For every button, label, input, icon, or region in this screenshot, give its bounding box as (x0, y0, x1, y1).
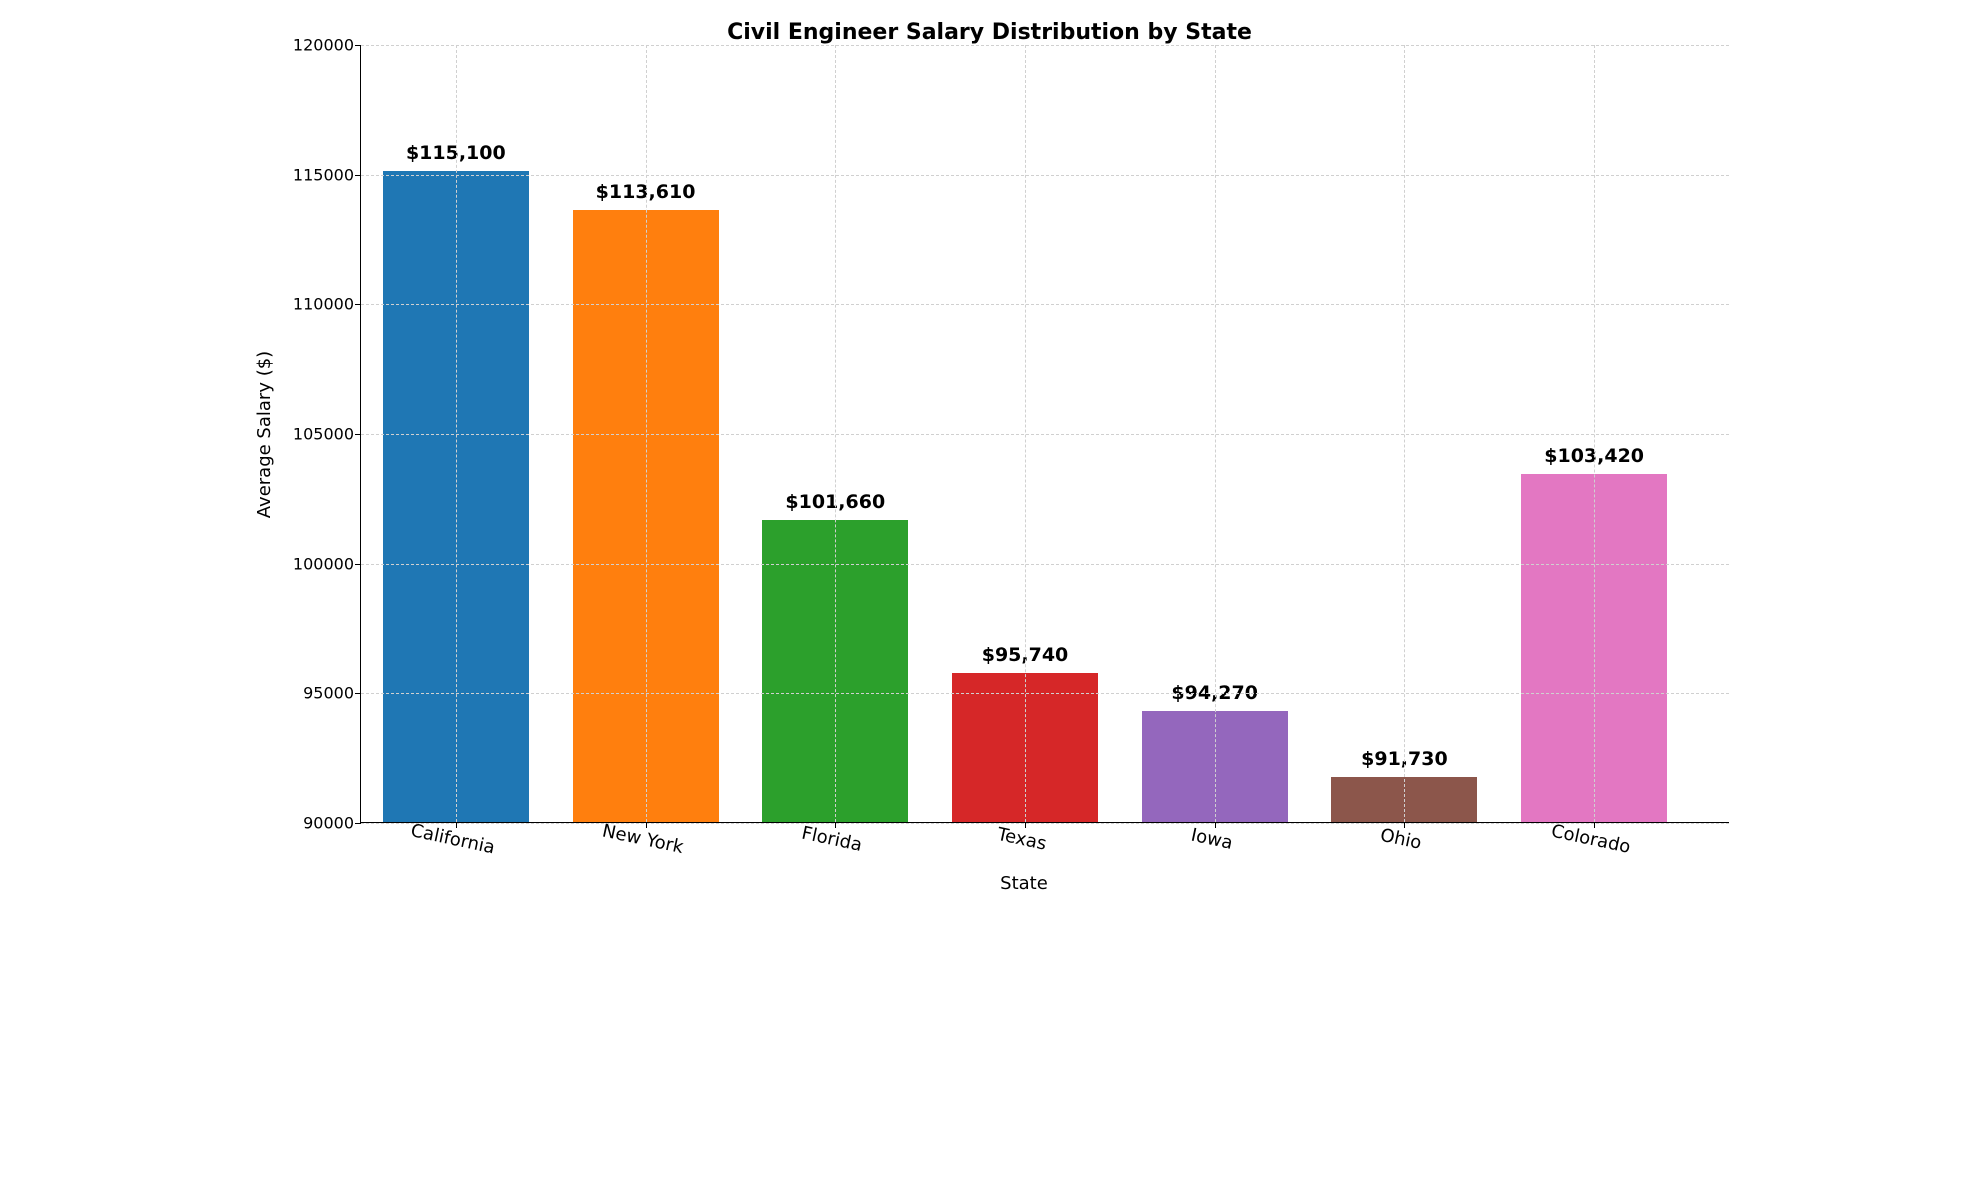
y-tick-label: 95000 (303, 684, 354, 703)
gridline-horizontal (361, 693, 1729, 694)
chart-title: Civil Engineer Salary Distribution by St… (250, 20, 1729, 45)
y-tick-mark (355, 564, 361, 565)
x-tick-label: Colorado (1549, 821, 1632, 858)
plot-row: Average Salary ($) 900009500010000010500… (250, 45, 1729, 823)
x-tick-label: Iowa (1189, 825, 1235, 854)
gridline-vertical (456, 45, 457, 822)
gridline-horizontal (361, 564, 1729, 565)
gridline-horizontal (361, 45, 1729, 46)
y-tick-label: 115000 (293, 165, 354, 184)
x-tick-label: Texas (995, 824, 1048, 855)
x-tick-label: Ohio (1379, 825, 1424, 854)
ylabel-column: Average Salary ($) (250, 45, 280, 823)
y-tick-mark (355, 434, 361, 435)
y-tick-mark (355, 175, 361, 176)
x-tick-label: Florida (800, 823, 864, 856)
y-tick-label: 100000 (293, 554, 354, 573)
y-tick-mark (355, 45, 361, 46)
y-tick-label: 90000 (303, 814, 354, 833)
y-axis-label: Average Salary ($) (255, 350, 276, 517)
gridline-vertical (1404, 45, 1405, 822)
gridline-horizontal (361, 175, 1729, 176)
gridline-horizontal (361, 304, 1729, 305)
plot-area: $115,100$113,610$101,660$95,740$94,270$9… (360, 45, 1729, 823)
x-axis-label: State (360, 873, 1688, 894)
x-tick-label: California (409, 820, 497, 858)
y-ticks-column: 9000095000100000105000110000115000120000 (280, 45, 360, 823)
gridline-vertical (1025, 45, 1026, 822)
x-tick-label: New York (600, 820, 685, 858)
gridline-horizontal (361, 434, 1729, 435)
y-tick-label: 120000 (293, 36, 354, 55)
x-ticks-row: California New York Florida Texas Iowa Ohio Co… (360, 823, 1729, 873)
salary-chart: Civil Engineer Salary Distribution by St… (250, 20, 1729, 894)
gridline-vertical (1215, 45, 1216, 822)
gridline-vertical (1594, 45, 1595, 822)
y-tick-mark (355, 693, 361, 694)
y-tick-label: 105000 (293, 425, 354, 444)
x-ticks-container: California New York Florida Texas Iowa Ohio Co… (360, 823, 1729, 873)
gridline-vertical (835, 45, 836, 822)
y-tick-mark (355, 304, 361, 305)
y-tick-label: 110000 (293, 295, 354, 314)
gridline-vertical (646, 45, 647, 822)
